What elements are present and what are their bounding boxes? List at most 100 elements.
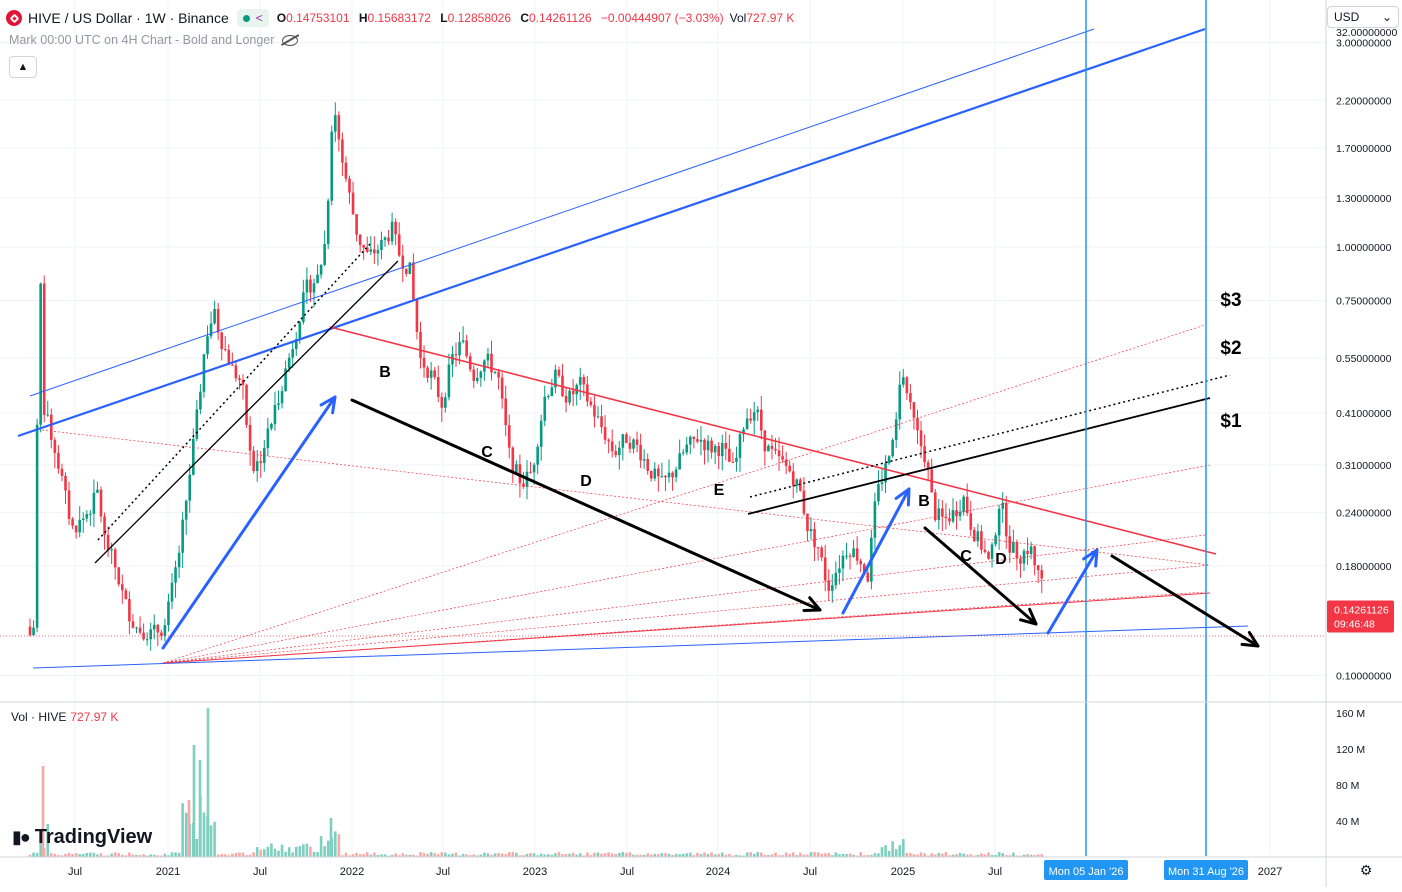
date-marker-badge bbox=[1164, 860, 1248, 880]
symbol-title[interactable]: HIVE / US Dollar · 1W · Binance bbox=[28, 10, 229, 26]
y-tick-label: 2.20000000 bbox=[1336, 95, 1392, 107]
grid bbox=[0, 0, 1326, 855]
candle-body bbox=[603, 427, 607, 440]
volume-bar bbox=[681, 853, 685, 857]
volume-bar bbox=[941, 853, 944, 857]
y-tick-label: 0.18000000 bbox=[1336, 561, 1392, 573]
red-resistance-line bbox=[329, 326, 1217, 555]
candle-body bbox=[390, 221, 394, 242]
bar-countdown: 09:46:48 bbox=[1334, 618, 1375, 630]
volume-bar bbox=[163, 853, 167, 857]
candle-body bbox=[181, 519, 184, 553]
volume-bar bbox=[451, 853, 454, 857]
volume-bar bbox=[74, 853, 78, 857]
candle-body bbox=[703, 439, 706, 451]
volume-bar bbox=[774, 852, 777, 857]
volume-bar bbox=[877, 853, 880, 857]
volume-bar bbox=[71, 854, 74, 857]
candle-body bbox=[142, 632, 145, 640]
candle-body bbox=[696, 439, 699, 442]
candle-body bbox=[497, 371, 500, 378]
candle-body bbox=[53, 439, 57, 453]
volume-bar bbox=[1036, 854, 1040, 857]
candle-body bbox=[415, 299, 419, 333]
blue-support-line bbox=[32, 625, 1249, 669]
volume-bar bbox=[564, 854, 568, 857]
volume-bar bbox=[767, 855, 770, 857]
status-pill[interactable]: < bbox=[236, 9, 269, 27]
volume-bar bbox=[578, 853, 582, 857]
tradingview-logo[interactable]: ▮● TradingView bbox=[12, 826, 152, 848]
volume-bar bbox=[742, 855, 745, 857]
ohlc-values: O0.14753101 H0.15683172 L0.12858026 C0.1… bbox=[277, 11, 730, 25]
candle-body bbox=[238, 378, 241, 380]
y-tick-label: 0.41000000 bbox=[1336, 408, 1392, 420]
share-icon[interactable]: < bbox=[255, 11, 263, 25]
volume-bar bbox=[323, 846, 326, 857]
volume-bar bbox=[231, 853, 234, 857]
collapse-legend-button[interactable]: ▲ bbox=[9, 56, 37, 78]
vol-value: 727.97 K bbox=[746, 11, 795, 25]
red-fan-line bbox=[162, 534, 1206, 664]
candle-body bbox=[809, 529, 813, 532]
volume-bar bbox=[955, 854, 958, 857]
volume-bar bbox=[539, 853, 543, 857]
candle-body bbox=[689, 436, 692, 445]
volume-bar bbox=[440, 852, 444, 857]
chevron-up-icon: ▲ bbox=[17, 61, 29, 73]
candle-body bbox=[259, 461, 263, 463]
candle-body bbox=[85, 514, 89, 519]
volume-bar bbox=[862, 855, 866, 857]
candle-body bbox=[316, 274, 319, 284]
volume-bar bbox=[554, 853, 557, 857]
candle-body bbox=[362, 244, 365, 248]
volume-bar bbox=[397, 855, 401, 857]
candle-body bbox=[944, 516, 948, 519]
volume-bar bbox=[433, 853, 436, 857]
candle-body bbox=[951, 510, 955, 522]
candle-body bbox=[28, 626, 32, 636]
volume-bar bbox=[784, 852, 788, 857]
volume-bar bbox=[791, 852, 795, 857]
candle-body bbox=[706, 440, 710, 451]
volume-bar bbox=[642, 854, 646, 857]
currency-select[interactable]: USD ⌄ bbox=[1327, 6, 1399, 28]
volume-bar bbox=[500, 853, 504, 857]
volume-bar bbox=[223, 854, 227, 857]
y-tick-label-top: 32.00000000 bbox=[1336, 27, 1397, 39]
y-tick-label: 1.30000000 bbox=[1336, 193, 1392, 205]
settings-gear-icon[interactable]: ⚙ bbox=[1359, 862, 1373, 878]
x-tick-label: Jul bbox=[803, 866, 817, 878]
volume-bar bbox=[600, 853, 603, 857]
x-tick-label: 2022 bbox=[340, 866, 364, 878]
volume-bar bbox=[405, 854, 408, 857]
volume-bar bbox=[326, 840, 330, 857]
candle-body bbox=[277, 403, 280, 405]
candle-body bbox=[621, 434, 625, 448]
volume-bar bbox=[653, 853, 657, 857]
candle-body bbox=[902, 377, 905, 385]
candle-body bbox=[60, 468, 64, 476]
candle-body bbox=[454, 354, 458, 356]
volume-bar bbox=[390, 854, 394, 857]
volume-tick-label: 160 M bbox=[1336, 708, 1365, 720]
high-label: H bbox=[358, 11, 368, 25]
x-tick-label: Jul bbox=[620, 866, 634, 878]
volume-bar bbox=[1019, 855, 1022, 857]
volume-bar bbox=[1029, 854, 1033, 857]
volume-bar bbox=[944, 852, 948, 857]
candle-body bbox=[81, 518, 85, 520]
candle-body bbox=[152, 624, 156, 630]
candle-body bbox=[969, 513, 973, 530]
candle-body bbox=[39, 283, 42, 425]
volume-bar bbox=[96, 854, 99, 857]
volume-bar bbox=[667, 853, 671, 857]
volume-bar bbox=[532, 853, 536, 857]
candle-body bbox=[713, 445, 717, 453]
blue-up-arrow-2-head bbox=[894, 487, 911, 507]
candle-body bbox=[234, 365, 238, 379]
hide-eye-icon[interactable] bbox=[282, 34, 299, 46]
candle-body bbox=[763, 430, 767, 452]
